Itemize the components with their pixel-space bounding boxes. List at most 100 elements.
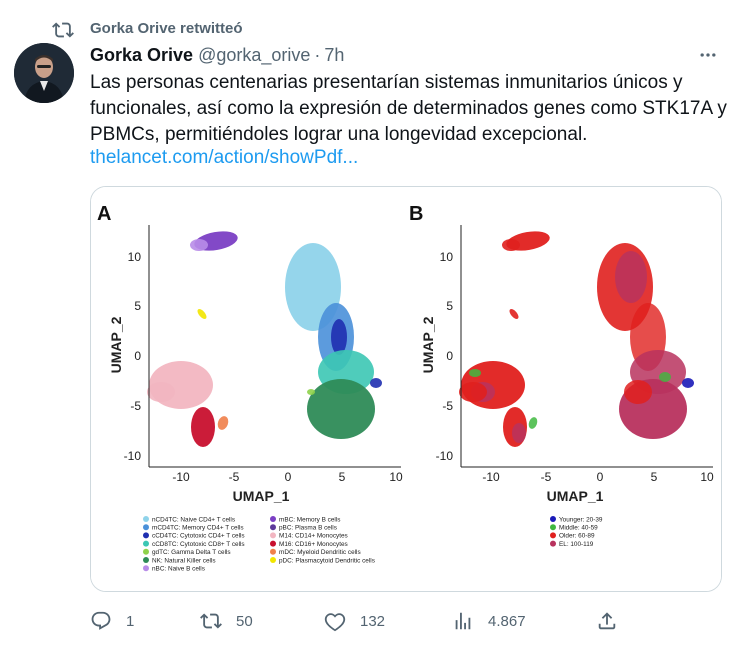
reply-icon	[91, 611, 111, 630]
panel-a-legend: nCD4TC: Naive CD4+ T cells mCD4TC: Memory…	[143, 516, 375, 573]
legend-a-col1-swatch-5	[143, 557, 149, 563]
panel-a-cluster-gdtc-13	[307, 389, 315, 395]
legend-a-col2-label-4: mDC: Myeloid Dendritic cells	[279, 549, 361, 556]
panel-a-label: A	[97, 203, 111, 225]
legend-b-swatch-1	[550, 524, 556, 531]
legend-a-col2-label-3: M16: CD16+ Monocytes	[279, 541, 348, 548]
tweet-time[interactable]: 7h	[324, 44, 345, 65]
heart-icon	[324, 613, 346, 632]
b-x-tick-0: 0	[597, 470, 604, 484]
retweet-button[interactable]: 50	[200, 606, 253, 636]
a-x-tick-10: 10	[389, 470, 403, 484]
legend-a-col2-swatch-5	[270, 557, 276, 563]
legend-b-swatch-2	[550, 532, 556, 539]
panel-b-cluster-7	[624, 380, 652, 404]
legend-a-col1-swatch-2	[143, 532, 149, 539]
a-y-tick-0: 0	[134, 349, 141, 363]
more-options-button[interactable]	[696, 43, 720, 67]
panel-a-cluster-ccd4tc-4	[331, 319, 347, 355]
b-y-tick-m5: -5	[442, 399, 453, 413]
legend-a-col2-label-1: pBC: Plasma B cells	[279, 525, 337, 532]
b-y-tick-0: 0	[446, 349, 453, 363]
a-y-tick-5: 5	[134, 299, 141, 313]
author-handle[interactable]: @gorka_orive	[198, 44, 311, 65]
panel-a-cluster-m14-9	[147, 382, 175, 402]
b-y-tick-5: 5	[446, 299, 453, 313]
panel-b-cluster-1	[502, 239, 520, 251]
legend-a-col1-label-5: NK: Natural Killer cells	[152, 557, 216, 564]
like-count: 132	[360, 612, 386, 630]
legend-a-col1-swatch-6	[143, 565, 149, 572]
avatar-image	[14, 43, 74, 103]
b-x-tick-5: 5	[651, 470, 658, 484]
tweet-link[interactable]: thelancet.com/action/showPdf...	[90, 147, 359, 168]
legend-a-col2-swatch-0	[270, 516, 276, 522]
a-x-tick-m10: -10	[172, 470, 190, 484]
panel-a-clusters	[147, 231, 382, 447]
legend-a-col2-swatch-2	[270, 532, 276, 539]
share-icon	[598, 612, 616, 630]
panel-b-cluster-8	[682, 378, 694, 388]
panel-b-clusters	[459, 231, 694, 447]
legend-b-label-0: Younger: 20-39	[559, 516, 603, 523]
b-x-tick-10: 10	[700, 470, 714, 484]
views-count: 4.867	[488, 612, 526, 630]
legend-a-col1-label-3: cCD8TC: Cytotoxic CD8+ T cells	[152, 541, 245, 548]
reply-button[interactable]: 1	[90, 606, 134, 636]
retweet-action-icon	[200, 613, 222, 629]
retweet-count: 50	[236, 612, 253, 630]
like-button[interactable]: 132	[324, 606, 385, 636]
a-y-tick-10: 10	[128, 250, 142, 264]
umap-figure: A B 10 5 0 -5 -10 -10 -5 0 5 10 UMAP_1 U…	[91, 187, 721, 591]
avatar[interactable]	[14, 43, 74, 103]
legend-a-col2-label-5: pDC: Plasmacytoid Dendritic cells	[279, 557, 375, 564]
legend-a-col2-swatch-3	[270, 540, 276, 547]
legend-a-col1-swatch-3	[143, 540, 149, 547]
b-x-label: UMAP_1	[547, 488, 604, 504]
panel-a-cluster-mdc-11	[217, 416, 229, 430]
legend-a-col1-swatch-4	[143, 548, 149, 555]
a-y-tick-m10: -10	[124, 449, 142, 463]
more-icon	[700, 53, 716, 57]
legend-a-col1-label-1: mCD4TC: Memory CD4+ T cells	[152, 525, 244, 532]
legend-a-col2-swatch-1	[270, 524, 276, 531]
legend-b-label-3: EL: 100-119	[559, 541, 594, 548]
tweet-header: Gorka Orive @gorka_orive · 7h	[90, 43, 724, 67]
views-chart-icon	[455, 612, 471, 630]
b-y-tick-m10: -10	[436, 449, 454, 463]
legend-b-label-1: Middle: 40-59	[559, 525, 598, 532]
legend-a-col2-swatch-4	[270, 548, 276, 555]
share-button[interactable]	[596, 606, 618, 636]
separator-dot: ·	[314, 44, 321, 65]
a-x-tick-m5: -5	[229, 470, 240, 484]
legend-a-col2-label-2: M14: CD14+ Monocytes	[279, 533, 348, 540]
panel-b-cluster-9	[659, 372, 671, 382]
views-button[interactable]: 4.867	[452, 606, 526, 636]
legend-a-col1-swatch-0	[143, 516, 149, 522]
b-y-tick-10: 10	[440, 250, 454, 264]
author-name[interactable]: Gorka Orive	[90, 44, 194, 65]
panel-b-axes: 10 5 0 -5 -10 -10 -5 0 5 10 UMAP_1 UMAP_…	[420, 225, 714, 504]
legend-a-col1-label-6: nBC: Naive B cells	[152, 566, 205, 573]
panel-a-cluster-nk-6	[307, 379, 375, 439]
panel-a-cluster-nbc-1	[190, 239, 208, 251]
retweet-banner-text[interactable]: Gorka Orive retwitteó	[90, 20, 243, 37]
tweet-text: Las personas centenarias presentarían si…	[90, 72, 727, 145]
a-y-label: UMAP_2	[108, 316, 124, 373]
tweet-media[interactable]: A B 10 5 0 -5 -10 -10 -5 0 5 10 UMAP_1 U…	[90, 186, 722, 592]
a-x-tick-5: 5	[339, 470, 346, 484]
panel-b-cluster-17	[509, 309, 519, 319]
legend-a-col1-label-4: gdTC: Gamma Delta T cells	[152, 549, 231, 556]
panel-b-cluster-15	[512, 423, 526, 443]
legend-b-swatch-3	[550, 540, 556, 547]
a-x-tick-0: 0	[285, 470, 292, 484]
a-y-tick-m5: -5	[130, 399, 141, 413]
legend-a-col1-label-2: cCD4TC: Cytotoxic CD4+ T cells	[152, 533, 245, 540]
reply-count: 1	[126, 612, 135, 630]
retweet-icon	[52, 22, 74, 38]
panel-a-cluster-m16-10	[191, 407, 215, 447]
legend-b-swatch-0	[550, 516, 556, 522]
panel-b-cluster-13	[469, 369, 481, 377]
legend-b-label-2: Older: 60-89	[559, 533, 595, 540]
